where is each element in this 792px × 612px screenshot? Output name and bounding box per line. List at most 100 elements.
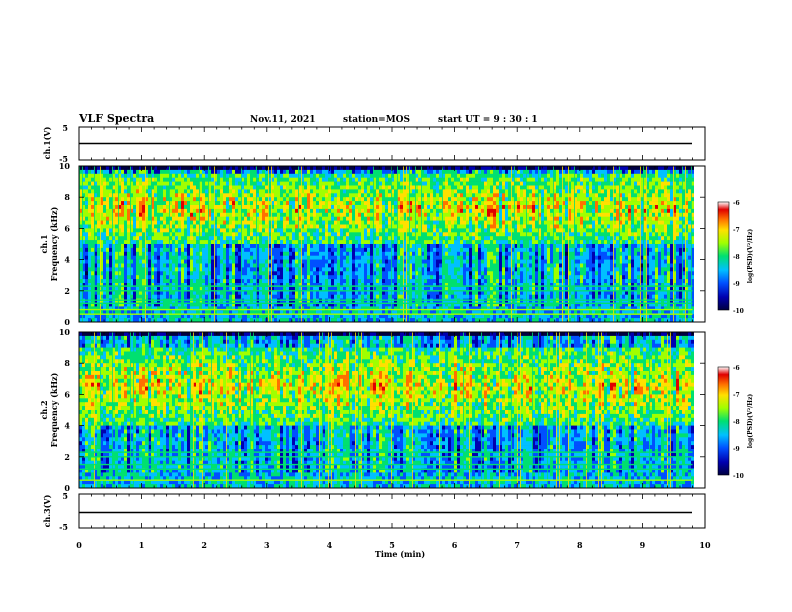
spectrum-cell — [166, 216, 169, 221]
spectrum-cell — [289, 166, 292, 171]
spectrum-cell — [346, 232, 349, 237]
spectrum-cell — [184, 205, 187, 210]
spectrum-cell — [376, 302, 379, 307]
spectrum-cell — [400, 251, 403, 256]
spectrum-cell — [151, 212, 154, 217]
spectrum-cell — [142, 318, 145, 323]
spectrum-cell — [313, 193, 316, 198]
spectrum-cell — [106, 302, 109, 307]
spectrum-cell — [175, 306, 178, 311]
spectrum-cell — [334, 283, 337, 288]
spectrum-cell — [187, 286, 190, 292]
spectrum-cell — [220, 290, 223, 295]
spectrum-cell — [181, 177, 184, 182]
spectrum-cell — [154, 240, 157, 245]
spectrum-cell — [280, 263, 283, 268]
spectrum-cell — [433, 173, 436, 178]
spectrum-cell — [196, 216, 199, 221]
spectrum-cell — [421, 294, 424, 299]
spectrum-cell — [337, 193, 340, 198]
spectrum-cell — [400, 166, 403, 171]
spectrum-cell — [418, 232, 421, 237]
spectrum-cell — [436, 279, 439, 284]
spectrum-cell — [217, 275, 220, 280]
spectrum-cell — [220, 302, 223, 307]
spectrum-cell — [382, 232, 385, 237]
spectrum-cell — [184, 236, 187, 241]
spectrum-cell — [403, 302, 406, 307]
spectrum-cell — [187, 302, 190, 307]
spectrum-cell — [79, 267, 82, 272]
spectrum-cell — [304, 173, 307, 178]
spectrum-cell — [424, 286, 427, 292]
spectrum-cell — [196, 189, 199, 194]
spectrum-cell — [112, 236, 115, 241]
spectrum-cell — [286, 189, 289, 194]
spectrum-cell — [211, 306, 214, 311]
spectrum-cell — [241, 236, 244, 241]
spectrum-cell — [250, 240, 253, 245]
spectrum-cell — [160, 181, 163, 186]
spectrum-cell — [394, 255, 397, 260]
spectrum-cell — [100, 236, 103, 241]
spectrum-cell — [289, 267, 292, 272]
spectrum-cell — [160, 173, 163, 178]
spectrum-cell — [307, 201, 310, 206]
spectrum-cell — [232, 208, 235, 214]
spectrum-cell — [133, 275, 136, 280]
sferic-streak — [409, 166, 410, 322]
spectrum-cell — [283, 240, 286, 245]
spectrum-cell — [223, 236, 226, 241]
spectrum-cell — [79, 279, 82, 284]
spectrum-cell — [112, 306, 115, 311]
spectrum-cell — [211, 247, 214, 253]
spectrum-cell — [172, 306, 175, 311]
spectrum-cell — [418, 306, 421, 311]
spectrum-cell — [421, 283, 424, 288]
spectrum-cell — [247, 220, 250, 225]
spectrum-cell — [310, 251, 313, 256]
spectrum-cell — [169, 267, 172, 272]
spectrum-cell — [145, 263, 148, 268]
spectrum-cell — [304, 166, 307, 171]
spectrum-cell — [415, 189, 418, 194]
spectrum-cell — [436, 283, 439, 288]
spectrum-cell — [436, 220, 439, 225]
spectrum-cell — [205, 271, 208, 276]
spectrum-cell — [289, 212, 292, 217]
spectrum-cell — [394, 232, 397, 237]
spectrum-cell — [127, 283, 130, 288]
spectrum-cell — [292, 193, 295, 198]
spectrum-cell — [352, 279, 355, 284]
spectrum-cell — [316, 232, 319, 237]
spectrum-cell — [373, 228, 376, 233]
spectrum-cell — [397, 294, 400, 299]
spectrum-cell — [349, 259, 352, 264]
spectrum-cell — [319, 255, 322, 260]
spectrum-cell — [403, 283, 406, 288]
spectrum-cell — [313, 177, 316, 182]
spectrum-cell — [364, 208, 367, 214]
spectrum-cell — [394, 259, 397, 264]
spectrum-cell — [238, 193, 241, 198]
spectrum-cell — [382, 302, 385, 307]
spectrum-cell — [352, 275, 355, 280]
spectrum-cell — [190, 314, 193, 319]
spectrum-cell — [436, 181, 439, 186]
ch1-waveform-ylabel: ch.1(V) — [42, 126, 52, 159]
spectrum-cell — [421, 263, 424, 268]
spectrum-cell — [265, 244, 268, 249]
spectrum-cell — [103, 244, 106, 249]
spectrum-cell — [82, 189, 85, 194]
spectrum-cell — [307, 255, 310, 260]
spectrum-cell — [289, 247, 292, 253]
spectrum-cell — [316, 197, 319, 202]
spectrum-cell — [226, 205, 229, 210]
spectrum-cell — [439, 166, 442, 171]
spectrum-cell — [439, 286, 442, 292]
spectrum-cell — [316, 185, 319, 190]
spectrum-cell — [436, 193, 439, 198]
spectrum-cell — [145, 205, 148, 210]
spectrum-cell — [244, 314, 247, 319]
spectrum-cell — [106, 169, 109, 175]
